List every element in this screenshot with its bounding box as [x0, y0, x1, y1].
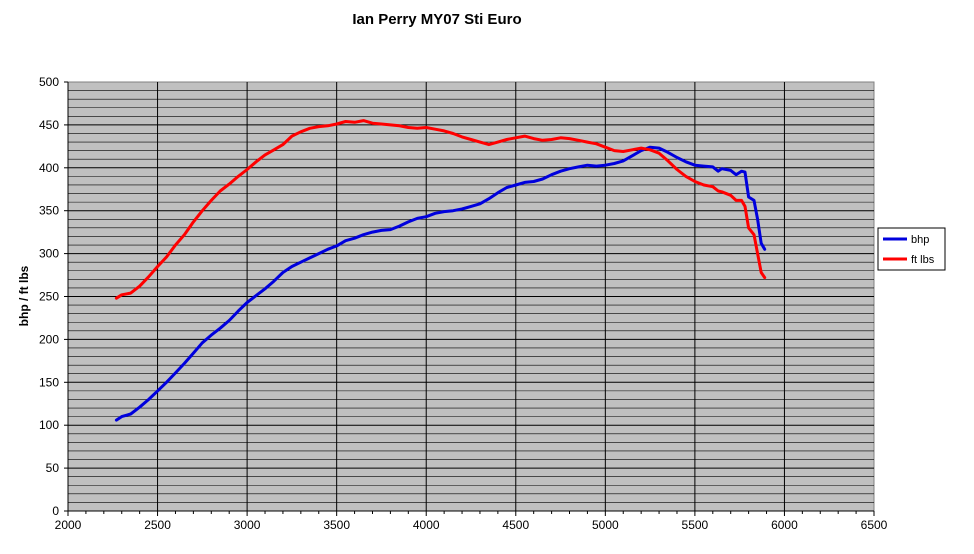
y-tick-label: 450 [39, 118, 59, 132]
y-tick-label: 0 [52, 504, 59, 518]
y-axis-label: bhp / ft lbs [17, 265, 31, 326]
y-tick-label: 50 [46, 461, 60, 475]
y-tick-label: 400 [39, 161, 59, 175]
x-tick-label: 6000 [771, 518, 798, 532]
y-tick-label: 300 [39, 247, 59, 261]
y-tick-label: 500 [39, 75, 59, 89]
x-tick-label: 3500 [323, 518, 350, 532]
legend: bhp ft lbs [877, 227, 946, 271]
x-tick-label: 5500 [682, 518, 709, 532]
y-tick-label: 100 [39, 418, 59, 432]
x-tick-label: 2500 [144, 518, 171, 532]
gridlines [68, 82, 874, 511]
y-tick-label: 150 [39, 375, 59, 389]
x-tick-label: 6500 [861, 518, 888, 532]
legend-box [877, 227, 946, 271]
y-tick-label: 350 [39, 204, 59, 218]
y-tick-label: 200 [39, 332, 59, 346]
x-tick-label: 4500 [502, 518, 529, 532]
legend-label-ft-lbs: ft lbs [911, 254, 935, 266]
x-tick-label: 2000 [55, 518, 82, 532]
chart-title: Ian Perry MY07 Sti Euro [352, 11, 521, 28]
x-tick-label: 4000 [413, 518, 440, 532]
series-lines [114, 119, 767, 422]
x-tick-label: 3000 [234, 518, 261, 532]
axes: 2000 2500 3000 3500 4000 4500 5000 5500 6000 6500… [39, 75, 888, 532]
series-line-ft-lbs [114, 119, 767, 300]
series-line-bhp [114, 145, 767, 422]
legend-label-bhp: bhp [911, 234, 929, 246]
x-tick-label: 5000 [592, 518, 619, 532]
y-tick-label: 250 [39, 290, 59, 304]
